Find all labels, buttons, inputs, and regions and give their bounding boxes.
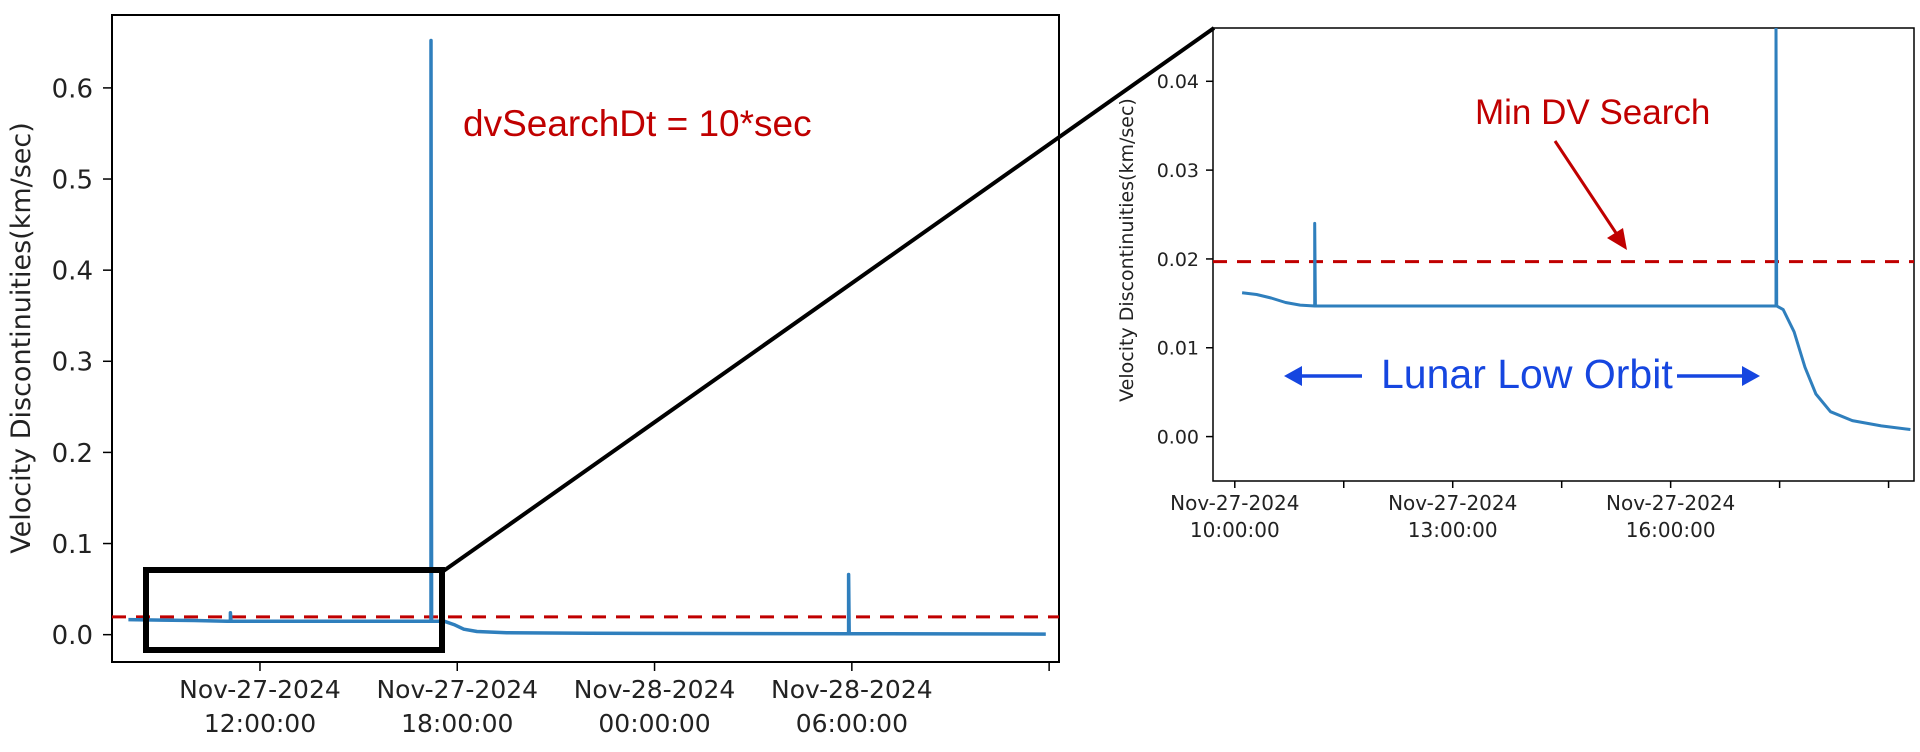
zoom-box (143, 567, 445, 653)
main-plot-frame (111, 14, 1060, 663)
y-tick-label: 0.04 (1157, 71, 1199, 93)
x-tick-label-time: 10:00:00 (1190, 518, 1280, 542)
zoom-connector-line (440, 26, 1216, 574)
x-tick-label-time: 13:00:00 (1408, 518, 1498, 542)
x-tick-label-time: 12:00:00 (204, 709, 316, 738)
x-tick-label-time: 06:00:00 (796, 709, 908, 738)
zoom-x-ticks: Nov-27-2024 10:00:00 Nov-27-2024 13:00:00 No… (1170, 481, 1890, 542)
x-tick-label-time: 16:00:00 (1626, 518, 1716, 542)
main-x-ticks: Nov-27-2024 12:00:00 Nov-27-2024 18:00:00 No… (179, 662, 1050, 738)
x-tick-label-date: Nov-27-2024 (376, 675, 538, 704)
x-tick-label-date: Nov-27-2024 (179, 675, 341, 704)
zoom-y-axis-label: Velocity Discontinuities(km/sec) (1116, 98, 1138, 402)
y-tick-label: 0.02 (1157, 249, 1199, 271)
x-tick-label-date: Nov-28-2024 (771, 675, 933, 704)
main-y-ticks: 0.0 0.1 0.2 0.3 0.4 0.5 0.6 (52, 74, 112, 651)
zoom-plot-frame (1212, 27, 1915, 482)
y-tick-label: 0.1 (52, 530, 93, 560)
min-dv-arrow-shaft (1553, 140, 1620, 237)
lunar-low-orbit-annotation: Lunar Low Orbit (1381, 351, 1673, 397)
y-tick-label: 0.6 (52, 74, 93, 104)
zoom-chart: 0.00 0.01 0.02 0.03 0.04 Nov-27-2024 10:00:00… (1116, 27, 1915, 542)
min-dv-arrow-head (1607, 228, 1627, 250)
y-tick-label: 0.03 (1157, 160, 1199, 182)
left-arrow-icon (1284, 366, 1302, 386)
y-tick-label: 0.00 (1157, 426, 1199, 448)
dvsearchdt-annotation: dvSearchDt = 10*sec (463, 103, 812, 144)
y-tick-label: 0.2 (52, 439, 93, 469)
main-chart: 0.0 0.1 0.2 0.3 0.4 0.5 0.6 Nov-27-2024 12:00:0… (6, 14, 1060, 738)
zoom-y-ticks: 0.00 0.01 0.02 0.03 0.04 (1157, 71, 1213, 448)
y-tick-label: 0.01 (1157, 338, 1199, 360)
y-tick-label: 0.3 (52, 348, 93, 378)
y-tick-label: 0.4 (52, 257, 93, 287)
main-series-line (128, 38, 1046, 636)
main-y-axis-label: Velocity Discontinuities(km/sec) (6, 122, 37, 554)
x-tick-label-date: Nov-27-2024 (1606, 491, 1735, 515)
x-tick-label-date: Nov-27-2024 (1388, 491, 1517, 515)
x-tick-label-time: 00:00:00 (598, 709, 710, 738)
x-tick-label-date: Nov-27-2024 (1170, 491, 1299, 515)
x-tick-label-time: 18:00:00 (401, 709, 513, 738)
x-tick-label-date: Nov-28-2024 (574, 675, 736, 704)
right-arrow-icon (1742, 366, 1760, 386)
zoom-series-line (1241, 28, 1911, 431)
y-tick-label: 0.0 (52, 621, 93, 651)
min-dv-search-annotation: Min DV Search (1475, 93, 1710, 132)
y-tick-label: 0.5 (52, 165, 93, 195)
